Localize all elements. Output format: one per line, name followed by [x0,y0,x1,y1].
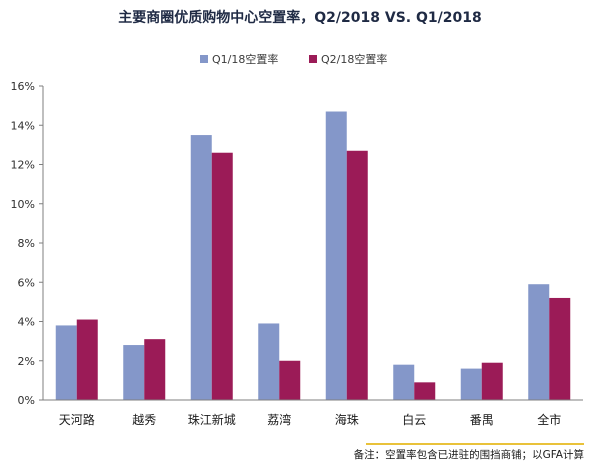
bar-q1 [123,345,145,400]
x-category-label: 珠江新城 [188,412,236,427]
bar-q1 [258,323,280,400]
bars [55,111,571,400]
y-tick-label: 0% [18,394,35,407]
y-tick-label: 12% [11,159,35,172]
x-category-label: 白云 [402,412,426,427]
bar-q1 [190,135,212,400]
x-category-label: 荔湾 [267,412,291,427]
y-tick-label: 2% [18,355,35,368]
x-category-label: 海珠 [335,412,359,427]
bar-q2 [211,152,233,400]
legend-label-q1: Q1/18空置率 [212,52,278,66]
bar-q2 [414,382,436,400]
x-category-label: 全市 [537,412,561,427]
y-tick-label: 8% [18,237,35,250]
bar-q1 [460,368,482,400]
bar-q2 [144,339,166,400]
chart-note: 备注：空置率包含已进驻的围挡商铺；以GFA计算 [354,448,584,461]
bar-q1 [325,111,347,400]
y-tick-label: 16% [11,80,35,93]
bar-q2 [279,360,301,400]
legend: Q1/18空置率 Q2/18空置率 [200,52,387,66]
y-tick-label: 14% [11,119,35,132]
y-tick-label: 4% [18,316,35,329]
x-category-label: 番禺 [470,413,494,427]
bar-q2 [346,150,368,400]
y-tick-label: 10% [11,198,35,211]
legend-swatch-q2 [309,55,317,63]
bar-q2 [549,297,571,400]
y-tick-label: 6% [18,276,35,289]
x-axis: 天河路 越秀 珠江新城 荔湾 海珠 白云 番禺 全市 [43,399,583,427]
bar-q1 [528,284,550,400]
x-category-label: 天河路 [59,412,95,427]
x-category-label: 越秀 [132,413,156,427]
bar-q2 [76,319,98,400]
legend-label-q2: Q2/18空置率 [321,52,387,66]
bar-q1 [55,325,77,400]
bar-q2 [481,362,503,400]
legend-swatch-q1 [200,55,208,63]
chart-title: 主要商圈优质购物中心空置率，Q2/2018 VS. Q1/2018 [118,9,481,26]
y-axis: 0% 2% 4% 6% 8% 10% 12% 14% 16% [11,80,44,407]
bar-q1 [393,364,415,400]
